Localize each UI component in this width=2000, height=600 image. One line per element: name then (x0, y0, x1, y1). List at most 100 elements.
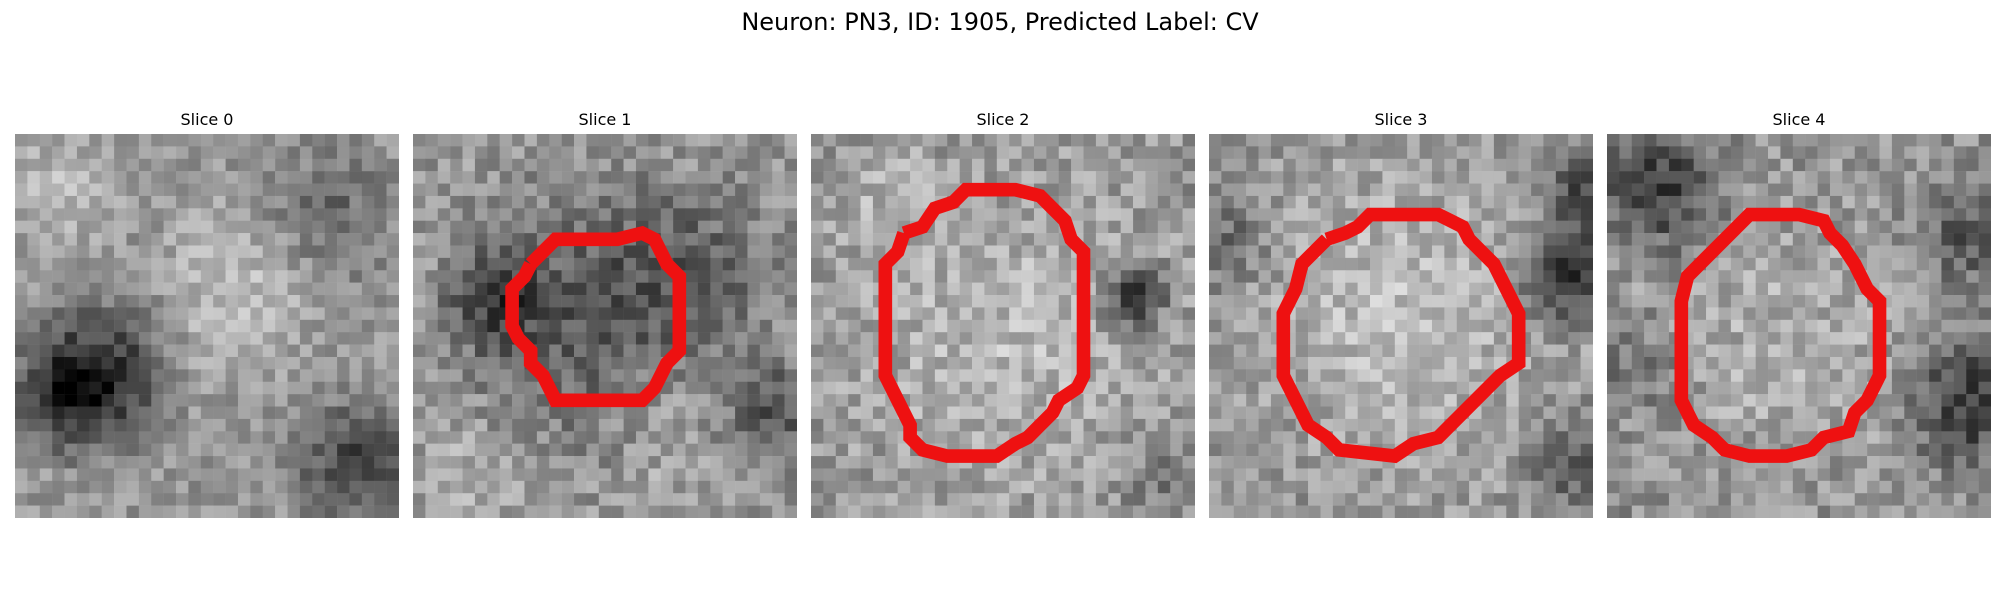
image-pixel (1568, 270, 1581, 283)
image-pixel (262, 369, 276, 382)
image-pixel (722, 344, 736, 358)
image-pixel (835, 394, 849, 407)
image-pixel (499, 134, 513, 147)
image-pixel (1730, 245, 1744, 259)
image-pixel (101, 195, 115, 209)
image-pixel (722, 505, 736, 518)
image-pixel (848, 356, 861, 370)
image-pixel (897, 493, 911, 506)
image-pixel (1332, 394, 1346, 407)
image-pixel (1842, 443, 1855, 457)
image-pixel (1644, 443, 1657, 457)
image-pixel (1246, 369, 1259, 382)
image-pixel (1071, 443, 1084, 457)
image-pixel (324, 183, 338, 197)
image-pixel (324, 431, 338, 444)
image-pixel (114, 220, 127, 234)
image-pixel (1792, 134, 1806, 147)
image-pixel (984, 431, 998, 444)
image-pixel (1332, 295, 1346, 308)
image-pixel (1854, 356, 1868, 370)
image-pixel (1083, 505, 1097, 518)
image-pixel (1145, 480, 1159, 494)
image-pixel (1518, 468, 1532, 482)
image-pixel (275, 505, 288, 518)
image-pixel (1780, 158, 1794, 172)
image-pixel (1283, 245, 1296, 259)
image-pixel (27, 468, 41, 482)
image-pixel (1941, 394, 1955, 407)
image-pixel (163, 381, 177, 395)
image-pixel (1755, 468, 1769, 482)
image-pixel (747, 418, 761, 432)
image-pixel (1033, 171, 1047, 184)
image-pixel (910, 134, 923, 147)
image-pixel (1607, 369, 1620, 382)
image-pixel (1058, 505, 1072, 518)
image-pixel (1693, 233, 1707, 246)
image-pixel (1120, 406, 1134, 420)
image-pixel (374, 356, 387, 370)
image-pixel (735, 257, 748, 271)
image-pixel (64, 282, 78, 296)
image-pixel (1978, 295, 1991, 308)
image-pixel (349, 134, 363, 147)
image-pixel (1209, 480, 1222, 494)
image-pixel (1258, 158, 1272, 172)
image-pixel (324, 270, 338, 283)
image-pixel (1071, 456, 1084, 469)
image-pixel (1083, 493, 1097, 506)
image-pixel (759, 394, 773, 407)
image-pixel (1295, 431, 1309, 444)
image-pixel (574, 356, 587, 370)
image-pixel (250, 195, 263, 209)
image-pixel (1829, 171, 1843, 184)
image-pixel (574, 406, 587, 420)
image-pixel (1743, 356, 1756, 370)
image-pixel (1370, 406, 1383, 420)
image-pixel (1133, 307, 1146, 321)
image-pixel (835, 171, 849, 184)
image-pixel (972, 282, 985, 296)
image-pixel (1320, 480, 1334, 494)
image-pixel (611, 134, 624, 147)
image-pixel (1009, 158, 1022, 172)
image-pixel (673, 171, 686, 184)
image-pixel (1668, 208, 1682, 221)
image-pixel (1481, 220, 1495, 234)
image-pixel (1157, 282, 1171, 296)
image-pixel (1394, 134, 1408, 147)
image-pixel (1607, 406, 1620, 420)
image-pixel (1531, 195, 1544, 209)
image-pixel (1916, 183, 1930, 197)
image-pixel (1817, 257, 1831, 271)
image-pixel (287, 282, 301, 296)
image-pixel (213, 195, 226, 209)
image-pixel (225, 270, 239, 283)
image-pixel (386, 443, 399, 457)
image-pixel (361, 208, 375, 221)
image-pixel (1058, 146, 1072, 160)
image-pixel (1108, 295, 1121, 308)
image-pixel (848, 418, 861, 432)
image-pixel (648, 443, 661, 457)
image-pixel (910, 480, 923, 494)
image-pixel (1456, 369, 1470, 382)
image-pixel (250, 394, 263, 407)
image-pixel (1370, 158, 1383, 172)
image-pixel (1867, 480, 1880, 494)
image-pixel (1394, 295, 1408, 308)
image-pixel (1780, 295, 1794, 308)
image-pixel (574, 344, 587, 358)
image-pixel (759, 431, 773, 444)
image-pixel (1370, 369, 1383, 382)
image-pixel (437, 270, 451, 283)
image-pixel (1182, 171, 1195, 184)
image-pixel (275, 295, 288, 308)
image-pixel (76, 332, 90, 345)
image-pixel (386, 220, 399, 234)
image-pixel (1730, 418, 1744, 432)
image-pixel (772, 282, 785, 296)
image-pixel (823, 344, 837, 358)
image-pixel (1644, 418, 1657, 432)
